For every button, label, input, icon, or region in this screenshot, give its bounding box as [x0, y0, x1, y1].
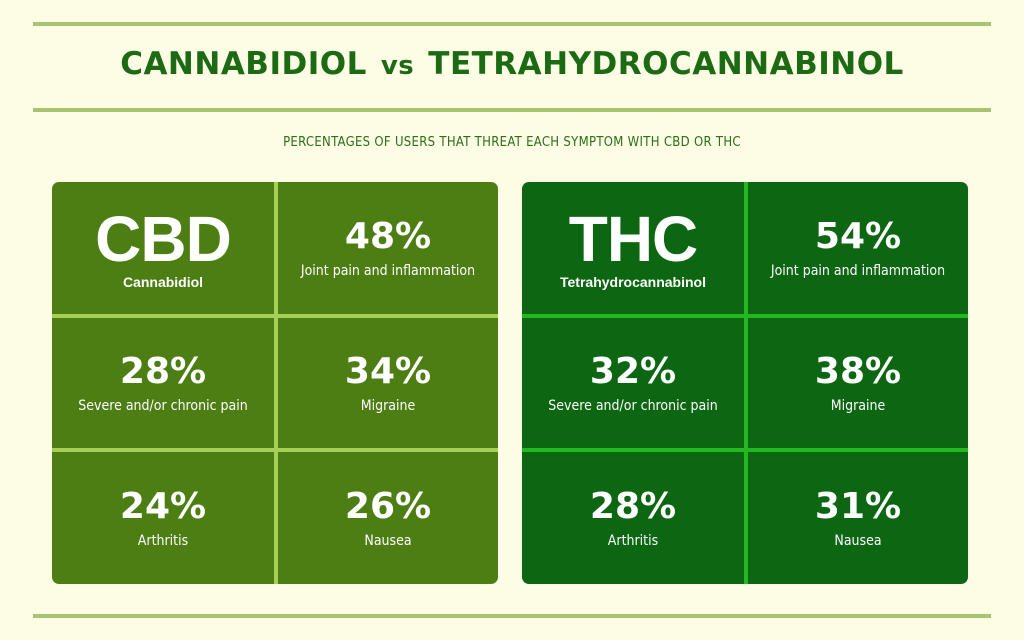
stat-value: 26% — [344, 486, 432, 527]
subtitle: PERCENTAGES OF USERS THAT THREAT EACH SY… — [283, 135, 741, 150]
stat-label: Migraine — [360, 398, 416, 414]
cbd-horizontal-divider-1 — [52, 314, 498, 318]
cbd-horizontal-divider-2 — [52, 448, 498, 452]
stat-value: 24% — [119, 486, 207, 527]
stat-label: Severe and/or chronic pain — [548, 398, 718, 414]
thc-name: Tetrahydrocannabinol — [560, 274, 706, 290]
page-title: CANNABIDIOL vs TETRAHYDROCANNABINOL — [0, 46, 1024, 82]
thc-panel: THC Tetrahydrocannabinol 54% Joint pain … — [522, 182, 968, 584]
stat-label: Nausea — [834, 533, 882, 549]
cbd-name: Cannabidiol — [122, 274, 204, 290]
stat-value: 32% — [589, 351, 677, 392]
stat-label: Migraine — [830, 398, 886, 414]
stat-label: Arthritis — [137, 533, 189, 549]
stat-value: 48% — [344, 216, 432, 257]
title-underline — [33, 108, 991, 112]
cbd-stat-arthritis: 24% Arthritis — [52, 452, 274, 584]
cbd-panel: CBD Cannabidiol 48% Joint pain and infla… — [52, 182, 498, 584]
thc-stat-nausea: 31% Nausea — [748, 452, 968, 584]
stat-value: 34% — [344, 351, 432, 392]
stat-value: 28% — [119, 351, 207, 392]
thc-header-cell: THC Tetrahydrocannabinol — [522, 182, 744, 314]
cbd-stat-chronic-pain: 28% Severe and/or chronic pain — [52, 318, 274, 448]
cbd-abbr: CBD — [95, 203, 232, 275]
thc-horizontal-divider-1 — [522, 314, 968, 318]
stat-label: Joint pain and inflammation — [770, 263, 946, 279]
stat-label: Arthritis — [607, 533, 659, 549]
top-divider — [33, 22, 991, 26]
cbd-stat-joint-pain: 48% Joint pain and inflammation — [278, 182, 498, 314]
stat-label: Joint pain and inflammation — [300, 263, 476, 279]
stat-label: Nausea — [364, 533, 412, 549]
stat-value: 28% — [589, 486, 677, 527]
cbd-stat-migraine: 34% Migraine — [278, 318, 498, 448]
cbd-stat-nausea: 26% Nausea — [278, 452, 498, 584]
thc-horizontal-divider-2 — [522, 448, 968, 452]
cbd-vertical-divider — [274, 182, 278, 584]
cbd-header-cell: CBD Cannabidiol — [52, 182, 274, 314]
title-right: TETRAHYDROCANNABINOL — [428, 46, 904, 82]
thc-stat-arthritis: 28% Arthritis — [522, 452, 744, 584]
thc-vertical-divider — [744, 182, 748, 584]
stat-label: Severe and/or chronic pain — [78, 398, 248, 414]
thc-abbr: THC — [568, 203, 699, 275]
title-vs: vs — [380, 51, 415, 81]
bottom-divider — [33, 614, 991, 618]
thc-stat-chronic-pain: 32% Severe and/or chronic pain — [522, 318, 744, 448]
thc-stat-joint-pain: 54% Joint pain and inflammation — [748, 182, 968, 314]
thc-stat-migraine: 38% Migraine — [748, 318, 968, 448]
stat-value: 54% — [814, 216, 902, 257]
stat-value: 38% — [814, 351, 902, 392]
title-left: CANNABIDIOL — [120, 46, 367, 82]
stat-value: 31% — [814, 486, 902, 527]
